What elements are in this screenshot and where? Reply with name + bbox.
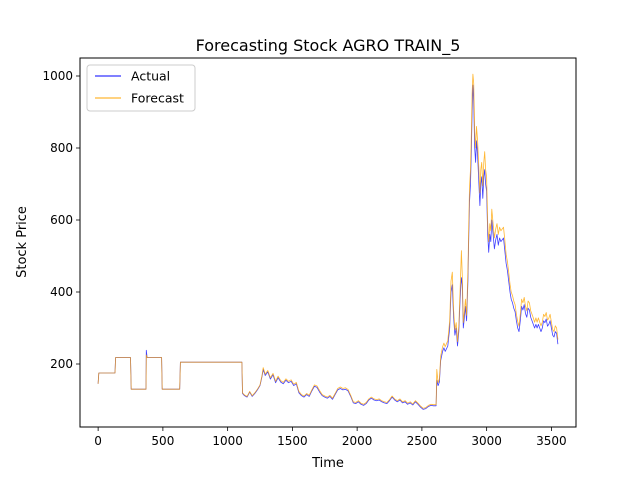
x-tick-label: 2000 [342, 434, 373, 448]
legend-label-forecast: Forecast [131, 91, 184, 106]
y-axis: 200 400 600 800 1000 [42, 69, 80, 371]
x-tick-label: 1000 [212, 434, 243, 448]
y-tick-label: 800 [50, 141, 73, 155]
x-tick-label: 0 [94, 434, 102, 448]
chart-title: Forecasting Stock AGRO TRAIN_5 [196, 36, 461, 56]
x-tick-label: 3000 [471, 434, 502, 448]
series-line-forecast [97, 73, 559, 409]
legend-label-actual: Actual [131, 69, 170, 84]
x-tick-label: 3500 [536, 434, 567, 448]
x-tick-label: 2500 [407, 434, 438, 448]
y-tick-label: 1000 [42, 69, 73, 83]
x-axis: 0 500 1000 1500 2000 2500 3000 3500 [94, 427, 567, 448]
y-tick-label: 400 [50, 285, 73, 299]
y-tick-label: 600 [50, 213, 73, 227]
plot-area [97, 73, 559, 410]
plot-frame [79, 57, 577, 428]
legend: Actual Forecast [86, 64, 196, 112]
x-axis-label: Time [311, 456, 344, 471]
x-tick-label: 500 [151, 434, 174, 448]
y-tick-label: 200 [50, 357, 73, 371]
legend-box [86, 64, 196, 112]
series-line-actual [97, 84, 559, 410]
y-axis-label: Stock Price [15, 206, 30, 278]
x-tick-label: 1500 [277, 434, 308, 448]
